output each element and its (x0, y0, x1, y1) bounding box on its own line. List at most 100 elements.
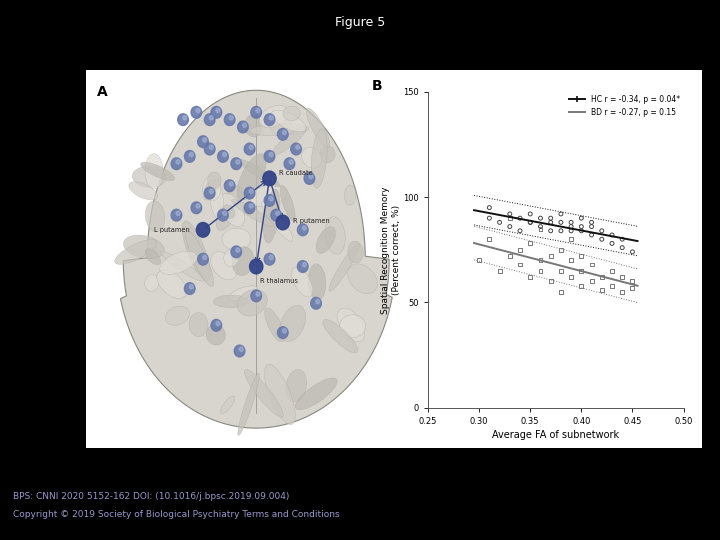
Ellipse shape (166, 306, 189, 325)
Circle shape (217, 210, 228, 221)
Ellipse shape (220, 193, 245, 227)
Circle shape (203, 138, 207, 142)
Point (473, 256, 485, 265)
Circle shape (225, 180, 235, 192)
Circle shape (269, 197, 273, 201)
Point (596, 235, 608, 244)
Point (606, 239, 618, 248)
Point (545, 252, 557, 260)
Ellipse shape (348, 241, 363, 263)
Ellipse shape (123, 235, 164, 259)
Point (545, 218, 557, 227)
Point (575, 252, 587, 260)
Ellipse shape (232, 247, 254, 275)
Point (524, 273, 536, 281)
Ellipse shape (238, 289, 267, 316)
Circle shape (276, 211, 280, 215)
Point (524, 210, 536, 218)
Point (535, 267, 546, 275)
Ellipse shape (323, 320, 358, 353)
Circle shape (244, 143, 255, 155)
Circle shape (176, 160, 180, 164)
Point (606, 267, 618, 275)
Point (596, 286, 608, 294)
Point (545, 214, 557, 222)
Point (586, 260, 598, 269)
Text: A: A (96, 85, 107, 99)
Y-axis label: Spatial Recognition Memory
(Percent correct, %): Spatial Recognition Memory (Percent corr… (381, 186, 400, 314)
Ellipse shape (238, 373, 259, 435)
Circle shape (256, 292, 260, 296)
Text: BPS: CNNI 2020 5152-162 DOI: (10.1016/j.bpsc.2019.09.004): BPS: CNNI 2020 5152-162 DOI: (10.1016/j.… (13, 492, 289, 501)
Circle shape (243, 123, 246, 127)
Ellipse shape (216, 186, 243, 230)
Point (524, 218, 536, 227)
Circle shape (234, 345, 245, 357)
Ellipse shape (264, 364, 295, 424)
Ellipse shape (145, 274, 159, 291)
Point (524, 218, 536, 227)
Circle shape (171, 210, 181, 221)
Polygon shape (120, 90, 392, 428)
Point (596, 273, 608, 281)
Legend: HC r = -0.34, p = 0.04*, BD r = -0.27, p = 0.15: HC r = -0.34, p = 0.04*, BD r = -0.27, p… (567, 92, 683, 119)
Ellipse shape (161, 251, 204, 281)
Point (484, 203, 495, 212)
Ellipse shape (250, 185, 287, 207)
Circle shape (269, 152, 273, 157)
Point (626, 277, 638, 286)
Circle shape (264, 151, 275, 162)
Point (535, 214, 546, 222)
Circle shape (297, 261, 308, 272)
Ellipse shape (259, 105, 288, 127)
Circle shape (204, 187, 215, 199)
Ellipse shape (222, 228, 251, 250)
Point (616, 287, 628, 296)
Point (616, 244, 628, 252)
Point (555, 267, 567, 275)
Circle shape (304, 173, 315, 184)
Ellipse shape (145, 248, 161, 265)
Circle shape (263, 171, 276, 186)
Circle shape (269, 116, 273, 120)
Circle shape (222, 211, 227, 215)
Ellipse shape (220, 396, 235, 414)
Circle shape (284, 158, 294, 170)
Point (586, 231, 598, 239)
Ellipse shape (186, 231, 214, 287)
Ellipse shape (204, 179, 216, 200)
Circle shape (203, 255, 207, 260)
Ellipse shape (245, 369, 283, 417)
Point (514, 260, 526, 269)
Ellipse shape (279, 305, 306, 342)
Point (484, 235, 495, 244)
Circle shape (282, 130, 287, 134)
Circle shape (197, 222, 210, 237)
Point (626, 284, 638, 292)
Ellipse shape (273, 126, 307, 155)
Point (555, 226, 567, 235)
Circle shape (236, 248, 240, 252)
Circle shape (183, 116, 186, 120)
Point (606, 281, 618, 290)
Ellipse shape (239, 159, 280, 187)
Point (555, 218, 567, 227)
Circle shape (239, 347, 243, 352)
Point (535, 225, 546, 233)
Point (514, 214, 526, 222)
Ellipse shape (270, 118, 293, 136)
Point (586, 222, 598, 231)
Circle shape (231, 158, 242, 170)
Circle shape (216, 109, 220, 113)
Circle shape (204, 114, 215, 125)
Point (565, 235, 577, 244)
Point (545, 277, 557, 286)
Point (596, 226, 608, 235)
Text: L putamen: L putamen (154, 227, 190, 233)
Circle shape (296, 145, 300, 150)
Circle shape (176, 211, 180, 215)
Point (565, 218, 577, 227)
Point (555, 287, 567, 296)
Circle shape (315, 299, 320, 303)
Ellipse shape (311, 129, 327, 188)
